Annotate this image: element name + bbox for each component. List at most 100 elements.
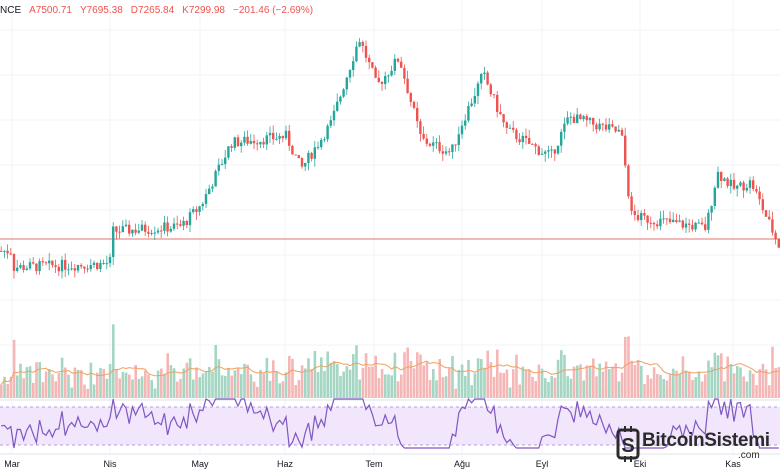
volume-bar	[646, 375, 649, 398]
volume-bar	[230, 375, 233, 398]
volume-bar	[131, 379, 134, 398]
candle-up	[508, 127, 512, 129]
volume-bar	[166, 353, 169, 398]
candle-down	[486, 72, 489, 85]
candle-up	[211, 186, 214, 189]
time-axis-label: Kas	[725, 459, 741, 469]
candle-up	[745, 187, 748, 191]
volume-bar	[19, 363, 22, 398]
candle-up	[284, 130, 288, 139]
volume-bar	[12, 339, 16, 398]
volume-bar	[102, 369, 105, 398]
candle-down	[32, 262, 35, 264]
volume-bar	[435, 380, 438, 398]
candle-up	[140, 224, 144, 231]
volume-bar	[572, 366, 576, 398]
candle-up	[217, 164, 220, 171]
candle-down	[51, 260, 54, 266]
volume-bar	[227, 368, 230, 398]
candle-up	[473, 95, 476, 104]
volume-bar	[720, 353, 723, 398]
candle-down	[732, 179, 736, 189]
candle-up	[342, 89, 345, 97]
volume-bar	[368, 366, 371, 398]
candle-down	[636, 215, 640, 220]
candle-up	[224, 157, 227, 165]
volume-bar	[560, 350, 563, 398]
candle-down	[700, 222, 704, 225]
candle-up	[480, 73, 483, 84]
volume-bar	[320, 357, 323, 398]
candle-down	[256, 143, 259, 145]
candle-up	[249, 140, 252, 144]
candle-up	[240, 142, 243, 147]
candle-up	[560, 131, 563, 146]
volume-bar	[716, 355, 720, 398]
candle-up	[182, 220, 185, 226]
volume-bar	[483, 367, 486, 398]
volume-bar	[96, 372, 99, 398]
candle-down	[681, 220, 684, 228]
candle-down	[288, 130, 291, 146]
volume-bar	[444, 376, 448, 398]
volume-bar	[252, 381, 256, 398]
candle-up	[659, 218, 662, 227]
volume-bar	[3, 376, 6, 398]
volume-bar	[505, 369, 509, 398]
candle-up	[89, 265, 92, 270]
candle-up	[694, 222, 697, 230]
volume-bar	[643, 383, 646, 398]
candle-down	[281, 136, 284, 139]
volume-bar	[662, 379, 665, 398]
candle-down	[518, 139, 521, 143]
candle-up	[544, 151, 547, 154]
volume-bar	[566, 376, 569, 398]
volume-bar	[419, 354, 422, 398]
volume-bar	[448, 368, 451, 398]
volume-bar	[601, 371, 605, 398]
candle-up	[243, 136, 246, 143]
candle-up	[563, 123, 566, 132]
candle-up	[201, 203, 204, 207]
volume-bar	[208, 367, 211, 398]
candle-down	[448, 151, 451, 153]
volume-bar	[342, 371, 345, 398]
volume-bar	[579, 364, 582, 398]
time-axis-label: Nis	[104, 459, 117, 469]
candle-down	[236, 137, 240, 147]
candle-up	[748, 180, 752, 188]
volume-bar	[57, 372, 61, 398]
candle-up	[220, 164, 224, 166]
candle-up	[739, 182, 742, 186]
volume-bar	[112, 324, 115, 398]
candle-up	[569, 116, 572, 118]
volume-bar	[460, 364, 464, 398]
volume-bar	[470, 385, 473, 398]
candle-up	[70, 268, 73, 270]
candle-up	[313, 147, 316, 159]
volume-bar	[515, 354, 518, 398]
volume-bar	[544, 378, 547, 398]
candle-down	[368, 57, 371, 63]
candle-down	[118, 231, 121, 233]
volume-bar	[739, 367, 742, 398]
candle-up	[208, 188, 211, 195]
volume-bar	[284, 372, 288, 398]
candle-up	[432, 142, 435, 146]
volume-bar	[246, 364, 249, 398]
ohlc-legend: NCE A7500.71 Y7695.38 D7265.84 K7299.98 …	[0, 0, 313, 20]
volume-bar	[44, 371, 48, 398]
volume-bar	[278, 383, 281, 398]
candle-down	[185, 220, 188, 226]
volume-bar	[451, 355, 454, 398]
symbol-label: NCE	[0, 4, 22, 16]
volume-bar	[438, 359, 441, 398]
candle-down	[579, 114, 582, 120]
candle-down	[297, 155, 300, 159]
volume-bar	[9, 376, 13, 398]
candle-down	[272, 132, 275, 140]
candle-up	[326, 125, 329, 140]
candle-down	[764, 210, 768, 217]
